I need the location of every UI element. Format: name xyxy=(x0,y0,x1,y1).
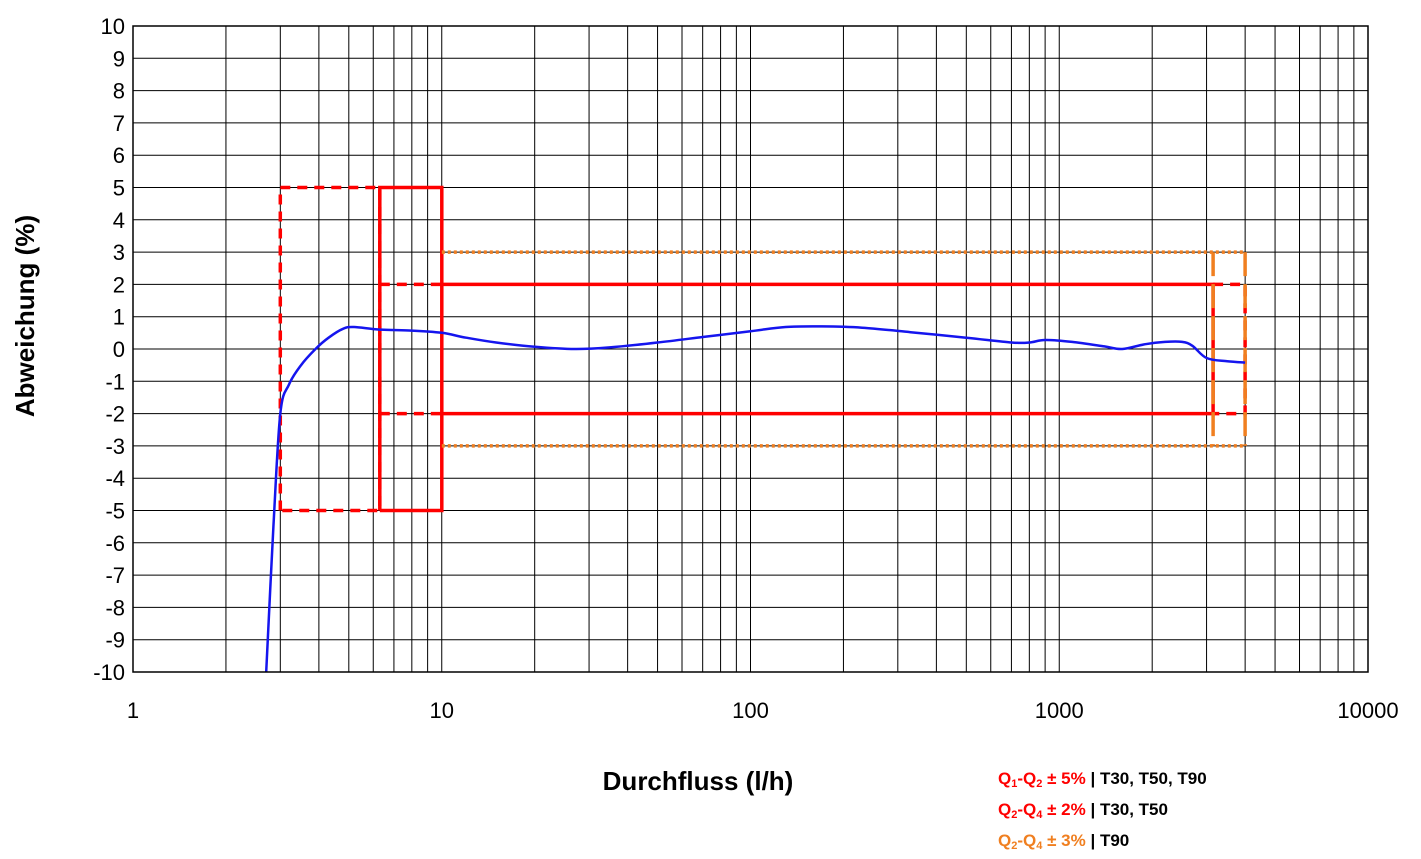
legend-entry: Q2-Q4 ± 2% | T30, T50 xyxy=(998,797,1207,828)
y-tick-label: -6 xyxy=(105,531,125,556)
legend-entry: Q1-Q2 ± 5% | T30, T50, T90 xyxy=(998,766,1207,797)
x-tick-label: 10 xyxy=(430,698,454,723)
y-tick-label: -10 xyxy=(93,660,125,685)
x-tick-label: 1 xyxy=(127,698,139,723)
y-tick-label: -8 xyxy=(105,595,125,620)
y-tick-label: 8 xyxy=(113,79,125,104)
tolerance-zones xyxy=(278,185,1247,513)
y-tick-label: 3 xyxy=(113,240,125,265)
y-tick-label: 9 xyxy=(113,46,125,71)
x-tick-label: 10000 xyxy=(1337,698,1398,723)
curve-layer xyxy=(264,325,1246,673)
legend-temperature-classes: T30, T50 xyxy=(1099,800,1168,819)
legend: Q1-Q2 ± 5% | T30, T50, T90 Q2-Q4 ± 2% | T… xyxy=(998,766,1207,859)
y-tick-label: -7 xyxy=(105,563,125,588)
plot-frame xyxy=(132,25,1369,673)
x-axis-title: Durchfluss (l/h) xyxy=(603,766,794,796)
x-tick-labels: 1 10 100 1000 10000 xyxy=(127,698,1399,723)
tolerance-zone-outline xyxy=(1213,282,1247,416)
legend-temperature-classes: T30, T50, T90 xyxy=(1099,769,1207,788)
legend-separator: | xyxy=(1085,831,1100,850)
y-tick-label: 7 xyxy=(113,111,125,136)
legend-separator: | xyxy=(1085,769,1100,788)
y-tick-label: -9 xyxy=(105,628,125,653)
y-axis-title: Abweichung (%) xyxy=(10,215,40,417)
x-tick-label: 1000 xyxy=(1035,698,1084,723)
y-tick-label: -3 xyxy=(105,434,125,459)
grid xyxy=(133,26,1368,672)
y-tick-label: -2 xyxy=(105,402,125,427)
y-tick-label: 10 xyxy=(101,14,125,39)
y-tick-label: 5 xyxy=(113,176,125,201)
y-tick-label: 6 xyxy=(113,143,125,168)
x-tick-label: 100 xyxy=(732,698,769,723)
y-tick-label: -5 xyxy=(105,499,125,524)
legend-flow-range: Q2-Q4 ± 2% xyxy=(998,800,1086,821)
deviation-curve xyxy=(264,325,1246,673)
y-tick-label: 0 xyxy=(113,337,125,362)
legend-flow-range: Q2-Q4 ± 3% xyxy=(998,831,1086,852)
legend-temperature-classes: T90 xyxy=(1099,831,1130,850)
tolerance-zone-outline xyxy=(378,185,444,513)
y-tick-label: -4 xyxy=(105,466,125,491)
y-tick-label: -1 xyxy=(105,369,125,394)
legend-separator: | xyxy=(1085,800,1100,819)
plot-border xyxy=(132,25,1369,673)
y-tick-label: 4 xyxy=(113,208,125,233)
y-tick-label: 2 xyxy=(113,272,125,297)
legend-entry: Q2-Q4 ± 3% | T90 xyxy=(998,828,1207,859)
legend-flow-range: Q1-Q2 ± 5% xyxy=(998,769,1086,790)
y-tick-label: 1 xyxy=(113,305,125,330)
